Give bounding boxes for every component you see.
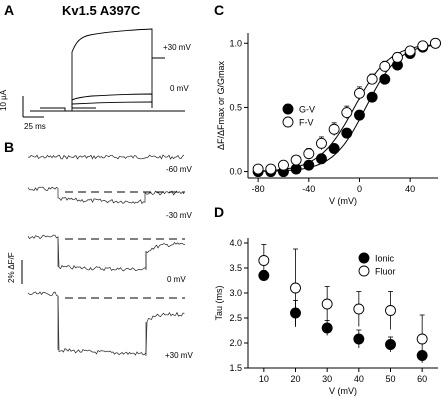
trace-label-0mv: 0 mV xyxy=(170,84,189,93)
data-point xyxy=(290,282,301,294)
panel-d-chart: 10 20 30 40 50 60 1.5 2.0 2.5 3.0 3.5 4.0 V (mV) Tau … xyxy=(214,238,438,396)
y-tick-label: 1.5 xyxy=(229,363,242,373)
figure-title: Kv1.5 A397C xyxy=(62,3,141,18)
data-point xyxy=(366,91,378,103)
data-point xyxy=(328,143,340,154)
current-trace-0mv xyxy=(71,93,153,108)
y-tick-label: 4.0 xyxy=(229,238,242,248)
legend-marker xyxy=(358,265,370,277)
legend-label: G-V xyxy=(299,105,315,115)
data-point xyxy=(353,303,365,315)
x-tick-label: 40 xyxy=(405,184,415,194)
data-point xyxy=(278,159,289,171)
fit-curve-0 xyxy=(253,44,433,172)
legend-marker xyxy=(282,103,294,115)
data-point xyxy=(252,163,264,175)
fluor-trace-0 xyxy=(27,234,186,272)
y-tick-label: 3.0 xyxy=(229,288,242,298)
data-point xyxy=(366,73,378,85)
current-trace-baseline xyxy=(40,107,96,112)
data-point xyxy=(353,333,365,345)
x-axis-label: V (mV) xyxy=(329,196,357,206)
scale-label-fluor: 2% ΔF/F xyxy=(7,252,16,283)
data-point xyxy=(303,148,315,160)
legend-label: F-V xyxy=(299,118,314,128)
panel-d-letter: D xyxy=(214,204,224,220)
y-tick-label: 2.0 xyxy=(229,338,242,348)
legend-marker xyxy=(358,252,370,264)
x-tick-label: 40 xyxy=(354,374,364,384)
y-tick-label: 0.5 xyxy=(229,102,242,112)
fluor-trace-neg60 xyxy=(27,154,185,160)
data-point xyxy=(290,163,302,175)
y-tick-label: 3.5 xyxy=(229,263,242,273)
trace-label-30mv: +30 mV xyxy=(163,43,191,52)
data-point xyxy=(354,109,365,121)
x-tick-label: 0 xyxy=(357,184,362,194)
legend-marker xyxy=(282,116,294,128)
data-point xyxy=(354,87,365,99)
data-point xyxy=(416,333,428,345)
data-point xyxy=(404,45,416,57)
fluor-label-0: 0 mV xyxy=(167,275,186,284)
y-axis-label: ΔF/ΔFmax or G/Gmax xyxy=(216,60,226,150)
x-tick-label: -80 xyxy=(252,184,265,194)
data-point xyxy=(379,73,391,85)
x-tick-label: 50 xyxy=(385,374,395,384)
scale-label-current: 10 µA xyxy=(0,89,8,111)
panel-b-letter: B xyxy=(4,139,14,155)
y-tick-label: 2.5 xyxy=(229,313,242,323)
x-tick-label: 10 xyxy=(259,374,269,384)
panel-a-scale-bar xyxy=(22,96,44,118)
scale-label-time: 25 ms xyxy=(24,122,46,131)
data-point xyxy=(341,107,353,119)
panel-b-fluorescence-traces xyxy=(27,154,186,356)
x-axis-label: V (mV) xyxy=(329,386,357,396)
fluor-label-neg30: -30 mV xyxy=(166,211,192,220)
data-point xyxy=(316,153,327,165)
data-point xyxy=(303,159,315,171)
legend-label: Ionic xyxy=(375,254,395,264)
data-point xyxy=(379,60,391,72)
x-tick-label: 60 xyxy=(417,374,427,384)
panel-c-letter: C xyxy=(214,2,224,18)
x-tick-label: -40 xyxy=(302,184,315,194)
data-point xyxy=(385,305,396,316)
current-trace-30mv xyxy=(71,28,165,108)
data-point xyxy=(417,40,429,52)
fluor-trace-neg30 xyxy=(27,186,185,205)
x-tick-label: 20 xyxy=(290,374,300,384)
data-point xyxy=(321,322,333,334)
fluor-label-30: +30 mV xyxy=(165,351,193,360)
panel-c-chart: -80 -40 0 40 0.0 0.5 1.0 V (mV) ΔF/ΔFmax or G/Gm… xyxy=(216,33,441,206)
legend-label: Fluor xyxy=(375,267,396,277)
panel-a-current-traces xyxy=(30,28,185,112)
fit-curve-1 xyxy=(253,44,433,172)
y-tick-label: 0.0 xyxy=(229,167,242,177)
data-point xyxy=(316,137,327,149)
current-trace-neg xyxy=(71,101,153,108)
data-point xyxy=(290,154,302,166)
data-point xyxy=(321,298,333,310)
data-point xyxy=(430,37,441,49)
x-tick-label: 30 xyxy=(322,374,332,384)
data-point xyxy=(392,51,403,63)
data-point xyxy=(258,255,270,266)
data-point xyxy=(328,123,340,135)
data-point xyxy=(385,339,396,350)
data-point xyxy=(265,163,277,175)
y-axis-label: Tau (ms) xyxy=(214,285,224,320)
fluor-label-neg60: -60 mV xyxy=(166,165,192,174)
data-point xyxy=(341,127,353,139)
fluor-trace-30 xyxy=(27,291,185,356)
y-tick-label: 1.0 xyxy=(229,38,242,48)
panel-a-letter: A xyxy=(4,2,14,18)
